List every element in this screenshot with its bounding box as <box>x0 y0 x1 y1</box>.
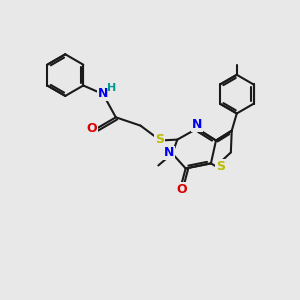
Text: O: O <box>87 122 98 135</box>
Text: S: S <box>216 160 225 172</box>
Text: N: N <box>164 146 175 160</box>
Text: N: N <box>98 87 108 100</box>
Text: H: H <box>107 82 117 93</box>
Text: S: S <box>155 134 164 146</box>
Text: N: N <box>192 118 202 131</box>
Text: O: O <box>176 183 187 196</box>
